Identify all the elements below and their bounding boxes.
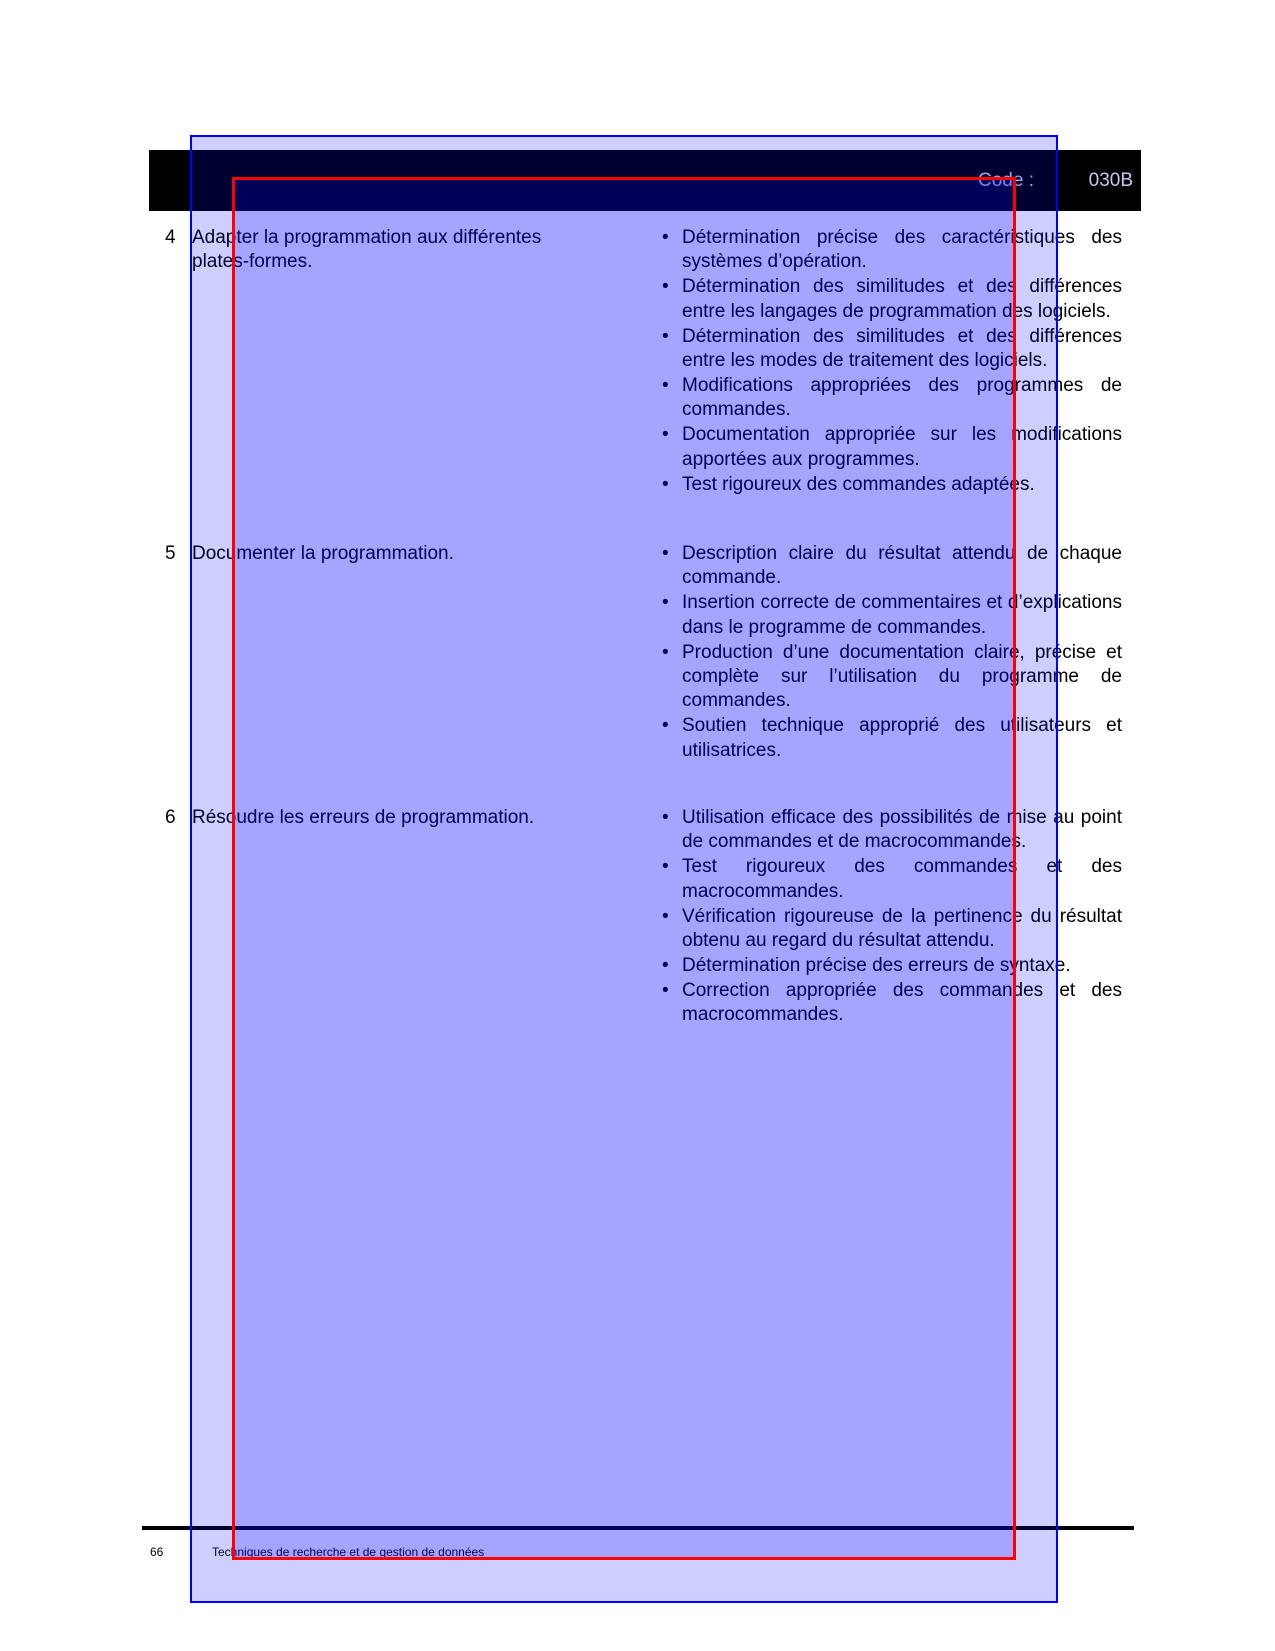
code-label: Code : 030B bbox=[978, 170, 1133, 192]
code-label-text: Code : bbox=[978, 170, 1034, 191]
criterion-item: Vérification rigoureuse de la pertinence… bbox=[662, 905, 1122, 954]
task-text: Documenter la programmation. bbox=[192, 543, 454, 564]
criteria-list: Description claire du résultat attendu d… bbox=[662, 542, 1122, 764]
task-text: Résoudre les erreurs de programmation. bbox=[192, 807, 535, 828]
criterion-item: Test rigoureux des commandes adaptées. bbox=[662, 473, 1122, 498]
criteria-list: Détermination précise des caractéristiqu… bbox=[662, 226, 1122, 497]
criterion-item: Test rigoureux des commandes et des macr… bbox=[662, 855, 1122, 904]
criterion-item: Correction appropriée des commandes et d… bbox=[662, 979, 1122, 1028]
row-number: 6 bbox=[165, 807, 176, 828]
criterion-item: Description claire du résultat attendu d… bbox=[662, 542, 1122, 591]
criterion-item: Détermination des similitudes et des dif… bbox=[662, 275, 1122, 324]
task-text: Adapter la programmation aux différentes… bbox=[192, 227, 542, 273]
criterion-item: Documentation appropriée sur les modific… bbox=[662, 423, 1122, 472]
criterion-item: Détermination des similitudes et des dif… bbox=[662, 325, 1122, 374]
criteria-list: Utilisation efficace des possibilités de… bbox=[662, 806, 1122, 1028]
footer-rule bbox=[142, 1526, 1134, 1530]
page-number: 66 bbox=[150, 1545, 164, 1559]
criterion-item: Soutien technique approprié des utilisat… bbox=[662, 714, 1122, 763]
criterion-item: Production d’une documentation claire, p… bbox=[662, 641, 1122, 714]
criterion-item: Détermination précise des caractéristiqu… bbox=[662, 226, 1122, 275]
criterion-item: Insertion correcte de commentaires et d’… bbox=[662, 591, 1122, 640]
criterion-item: Modifications appropriées des programmes… bbox=[662, 374, 1122, 423]
header-bar bbox=[149, 150, 1141, 211]
row-number: 4 bbox=[165, 227, 176, 248]
criterion-item: Détermination précise des erreurs de syn… bbox=[662, 954, 1122, 979]
row-number: 5 bbox=[165, 543, 176, 564]
criterion-item: Utilisation efficace des possibilités de… bbox=[662, 806, 1122, 855]
code-value: 030B bbox=[1088, 170, 1133, 191]
footer-title: Techniques de recherche et de gestion de… bbox=[212, 1545, 485, 1559]
